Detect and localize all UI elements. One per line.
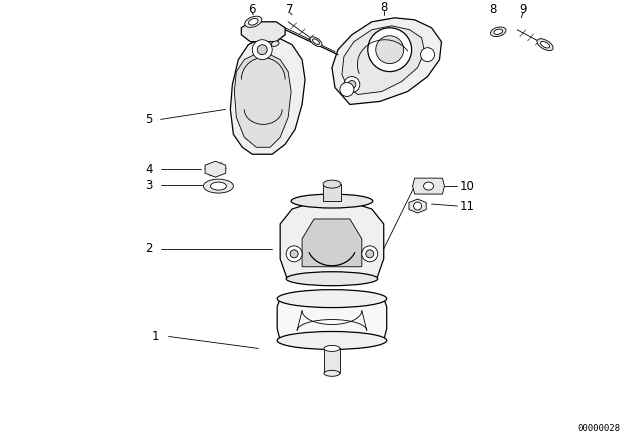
Polygon shape (205, 161, 226, 177)
Polygon shape (234, 54, 291, 147)
Text: 8: 8 (380, 1, 387, 14)
Ellipse shape (271, 41, 279, 47)
Text: 6: 6 (248, 3, 256, 16)
Ellipse shape (310, 37, 322, 47)
Text: 5: 5 (145, 113, 152, 126)
Polygon shape (277, 299, 387, 340)
Text: 9: 9 (520, 3, 527, 16)
Circle shape (368, 28, 412, 72)
Text: 10: 10 (460, 180, 474, 193)
Circle shape (413, 202, 422, 210)
Polygon shape (332, 18, 442, 104)
Ellipse shape (312, 39, 319, 44)
Ellipse shape (291, 194, 372, 208)
Text: 11: 11 (460, 199, 474, 212)
Circle shape (290, 250, 298, 258)
Polygon shape (280, 201, 384, 279)
Circle shape (344, 77, 360, 92)
Ellipse shape (424, 182, 433, 190)
Text: 8: 8 (490, 3, 497, 16)
Ellipse shape (277, 332, 387, 349)
Ellipse shape (490, 27, 506, 37)
Circle shape (348, 81, 356, 89)
Circle shape (362, 246, 378, 262)
Ellipse shape (323, 180, 341, 188)
Text: 1: 1 (152, 330, 159, 343)
Text: 00000028: 00000028 (577, 423, 620, 433)
Circle shape (366, 250, 374, 258)
Polygon shape (241, 22, 285, 42)
Text: 2: 2 (145, 242, 152, 255)
Ellipse shape (494, 29, 502, 34)
Polygon shape (302, 219, 362, 267)
Ellipse shape (324, 370, 340, 376)
Ellipse shape (277, 290, 387, 308)
Circle shape (257, 45, 268, 55)
Ellipse shape (541, 41, 550, 48)
Circle shape (340, 82, 354, 96)
Text: 4: 4 (145, 163, 152, 176)
Ellipse shape (324, 345, 340, 351)
Polygon shape (413, 178, 444, 194)
Circle shape (420, 47, 435, 62)
Text: 7: 7 (286, 3, 294, 16)
Circle shape (376, 36, 404, 64)
Polygon shape (230, 38, 305, 154)
Circle shape (252, 40, 272, 60)
Text: 3: 3 (145, 179, 152, 192)
Ellipse shape (286, 272, 378, 286)
Polygon shape (409, 199, 426, 213)
Circle shape (286, 246, 302, 262)
Polygon shape (323, 184, 341, 201)
Ellipse shape (537, 39, 553, 51)
Ellipse shape (211, 182, 227, 190)
Ellipse shape (248, 18, 258, 25)
Ellipse shape (244, 16, 262, 27)
Ellipse shape (204, 179, 234, 193)
Polygon shape (324, 349, 340, 373)
Polygon shape (342, 26, 424, 95)
